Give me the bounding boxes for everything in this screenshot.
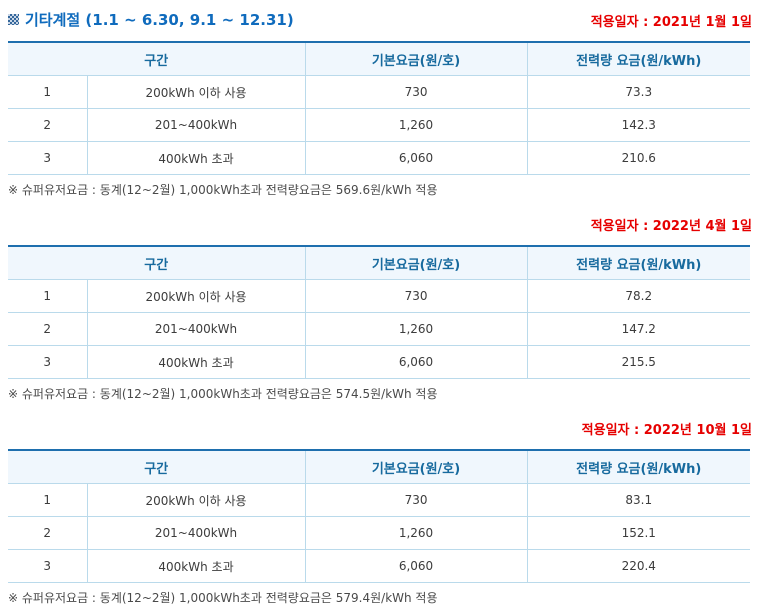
- cell-row-number: 1: [8, 483, 88, 517]
- apply-date-3: 적용일자 : 2022년 10월 1일: [581, 423, 752, 438]
- column-header-base-charge: 기본요금(원/호): [305, 246, 528, 280]
- table-row: 1 200kWh 이하 사용 730 78.2: [8, 279, 751, 313]
- checkered-square-icon: [8, 14, 19, 25]
- cell-usage-range: 201~400kWh: [87, 108, 306, 142]
- super-user-footnote-1: ※ 슈퍼유저요금 : 동계(12~2월) 1,000kWh초과 전력량요금은 5…: [8, 183, 438, 197]
- table-header-row: 구간 기본요금(원/호) 전력량 요금(원/kWh): [8, 450, 751, 484]
- column-header-energy-charge: 전력량 요금(원/kWh): [527, 246, 751, 280]
- column-header-section: 구간: [8, 42, 306, 76]
- cell-energy-charge: 220.4: [527, 549, 751, 583]
- cell-base-charge: 730: [305, 75, 528, 109]
- column-header-base-charge: 기본요금(원/호): [305, 450, 528, 484]
- table-row: 2 201~400kWh 1,260 142.3: [8, 108, 751, 142]
- cell-row-number: 3: [8, 141, 88, 175]
- column-header-section: 구간: [8, 246, 306, 280]
- cell-base-charge: 6,060: [305, 345, 528, 379]
- cell-energy-charge: 210.6: [527, 141, 751, 175]
- section-head-2: 적용일자 : 2022년 4월 1일: [8, 214, 752, 234]
- cell-usage-range: 200kWh 이하 사용: [87, 75, 306, 109]
- section-head-3: 적용일자 : 2022년 10월 1일: [8, 418, 752, 438]
- table-row: 2 201~400kWh 1,260 147.2: [8, 312, 751, 346]
- cell-row-number: 2: [8, 516, 88, 550]
- page-title-text: 기타계절 (1.1 ~ 6.30, 9.1 ~ 12.31): [25, 11, 294, 29]
- cell-energy-charge: 152.1: [527, 516, 751, 550]
- cell-row-number: 1: [8, 279, 88, 313]
- column-header-section: 구간: [8, 450, 306, 484]
- rate-table-2022-04: 구간 기본요금(원/호) 전력량 요금(원/kWh) 1 200kWh 이하 사…: [8, 245, 751, 379]
- cell-base-charge: 6,060: [305, 549, 528, 583]
- rate-table-2021-01: 구간 기본요금(원/호) 전력량 요금(원/kWh) 1 200kWh 이하 사…: [8, 41, 751, 175]
- cell-row-number: 3: [8, 345, 88, 379]
- cell-base-charge: 6,060: [305, 141, 528, 175]
- table-row: 3 400kWh 초과 6,060 220.4: [8, 549, 751, 583]
- cell-base-charge: 1,260: [305, 108, 528, 142]
- cell-usage-range: 400kWh 초과: [87, 141, 306, 175]
- cell-usage-range: 400kWh 초과: [87, 345, 306, 379]
- table-row: 1 200kWh 이하 사용 730 73.3: [8, 75, 751, 109]
- section-head-1: 기타계절 (1.1 ~ 6.30, 9.1 ~ 12.31) 적용일자 : 20…: [8, 10, 752, 30]
- table-row: 3 400kWh 초과 6,060 210.6: [8, 141, 751, 175]
- table-row: 3 400kWh 초과 6,060 215.5: [8, 345, 751, 379]
- super-user-footnote-2: ※ 슈퍼유저요금 : 동계(12~2월) 1,000kWh초과 전력량요금은 5…: [8, 387, 438, 401]
- apply-date-1: 적용일자 : 2021년 1월 1일: [590, 15, 752, 30]
- cell-row-number: 3: [8, 549, 88, 583]
- cell-energy-charge: 78.2: [527, 279, 751, 313]
- column-header-energy-charge: 전력량 요금(원/kWh): [527, 450, 751, 484]
- cell-base-charge: 730: [305, 483, 528, 517]
- cell-usage-range: 400kWh 초과: [87, 549, 306, 583]
- cell-usage-range: 200kWh 이하 사용: [87, 279, 306, 313]
- page-title: 기타계절 (1.1 ~ 6.30, 9.1 ~ 12.31): [8, 9, 294, 30]
- column-header-energy-charge: 전력량 요금(원/kWh): [527, 42, 751, 76]
- cell-row-number: 2: [8, 108, 88, 142]
- cell-energy-charge: 142.3: [527, 108, 751, 142]
- apply-date-2: 적용일자 : 2022년 4월 1일: [590, 219, 752, 234]
- cell-base-charge: 1,260: [305, 516, 528, 550]
- super-user-footnote-3: ※ 슈퍼유저요금 : 동계(12~2월) 1,000kWh초과 전력량요금은 5…: [8, 591, 438, 605]
- cell-energy-charge: 147.2: [527, 312, 751, 346]
- cell-base-charge: 730: [305, 279, 528, 313]
- cell-usage-range: 200kWh 이하 사용: [87, 483, 306, 517]
- cell-base-charge: 1,260: [305, 312, 528, 346]
- table-header-row: 구간 기본요금(원/호) 전력량 요금(원/kWh): [8, 42, 751, 76]
- cell-energy-charge: 215.5: [527, 345, 751, 379]
- cell-energy-charge: 83.1: [527, 483, 751, 517]
- table-row: 1 200kWh 이하 사용 730 83.1: [8, 483, 751, 517]
- cell-energy-charge: 73.3: [527, 75, 751, 109]
- table-header-row: 구간 기본요금(원/호) 전력량 요금(원/kWh): [8, 246, 751, 280]
- table-row: 2 201~400kWh 1,260 152.1: [8, 516, 751, 550]
- column-header-base-charge: 기본요금(원/호): [305, 42, 528, 76]
- rate-table-2022-10: 구간 기본요금(원/호) 전력량 요금(원/kWh) 1 200kWh 이하 사…: [8, 449, 751, 583]
- cell-usage-range: 201~400kWh: [87, 516, 306, 550]
- cell-row-number: 1: [8, 75, 88, 109]
- cell-row-number: 2: [8, 312, 88, 346]
- cell-usage-range: 201~400kWh: [87, 312, 306, 346]
